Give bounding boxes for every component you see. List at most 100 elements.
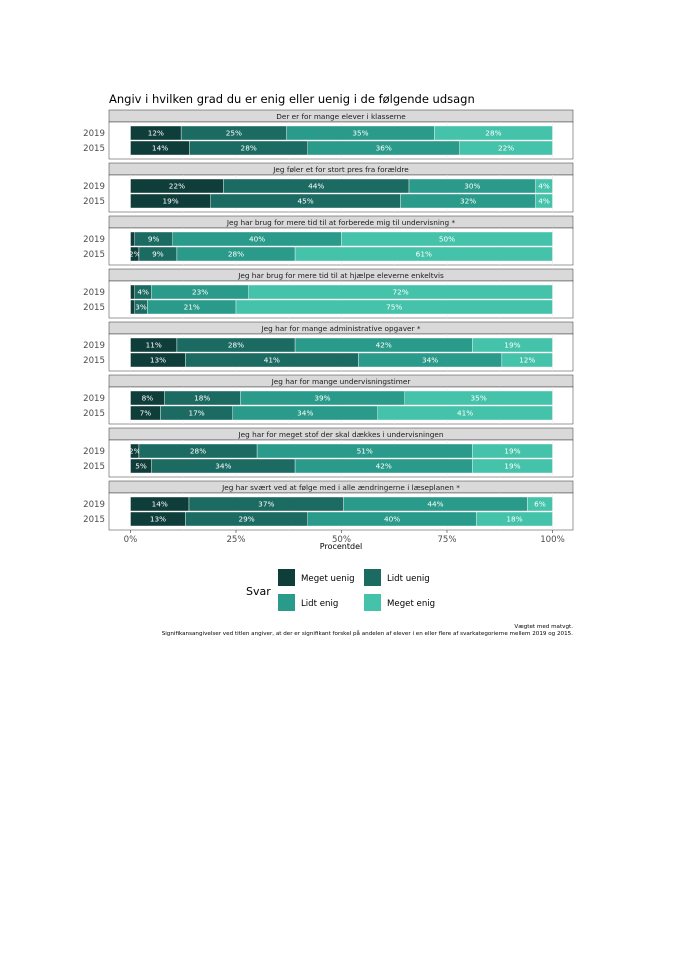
bar-segment bbox=[501, 352, 553, 368]
bar-label: 51% bbox=[357, 447, 373, 456]
bar-segment bbox=[235, 299, 553, 315]
panel: Jeg har for mange undervisningstimer 2019… bbox=[83, 374, 574, 425]
bar-label: 12% bbox=[519, 356, 535, 365]
panel: Jeg har for mange administrative opgaver… bbox=[83, 321, 574, 372]
chart-panels: Der er for mange elever i klasserne 2019 1… bbox=[83, 109, 574, 531]
panel: Jeg har brug for mere tid til at forbere… bbox=[83, 215, 574, 266]
panel-title: Der er for mange elever i klasserne bbox=[276, 112, 406, 121]
bar-label: 42% bbox=[376, 462, 392, 471]
bar-label: 14% bbox=[152, 144, 168, 153]
bar-segment bbox=[472, 458, 553, 474]
year-label: 2019 bbox=[83, 447, 105, 457]
bar-segment bbox=[535, 178, 553, 194]
x-tick-label: 50% bbox=[332, 535, 351, 545]
bar-label: 30% bbox=[464, 182, 480, 191]
panel-title: Jeg har for meget stof der skal dækkes i… bbox=[238, 430, 444, 439]
note-significance: Signifikansangivelser ved titlen angiver… bbox=[162, 630, 574, 637]
legend-swatch bbox=[278, 569, 295, 586]
panel: Jeg har brug for mere tid til at hjælpe … bbox=[83, 268, 574, 319]
bar-segment bbox=[130, 231, 135, 247]
bar-segment bbox=[527, 496, 553, 512]
bar-label: 23% bbox=[192, 288, 208, 297]
panel: Jeg har svært ved at følge med i alle æn… bbox=[83, 480, 574, 531]
bar-label: 72% bbox=[392, 288, 408, 297]
bar-label: 29% bbox=[238, 515, 254, 524]
panel-title: Jeg har for mange administrative opgaver… bbox=[260, 324, 420, 333]
legend-label: Meget uenig bbox=[301, 574, 355, 584]
bar-label: 4% bbox=[538, 197, 550, 206]
bar-label: 19% bbox=[504, 341, 520, 350]
year-label: 2015 bbox=[83, 144, 105, 154]
bar-segment bbox=[472, 337, 553, 353]
bar-label: 8% bbox=[142, 394, 154, 403]
bar-label: 37% bbox=[258, 500, 274, 509]
bar-label: 39% bbox=[314, 394, 330, 403]
year-label: 2015 bbox=[83, 515, 105, 525]
panel-title: Jeg har svært ved at følge med i alle æn… bbox=[221, 483, 460, 492]
x-tick-label: 100% bbox=[540, 535, 565, 545]
x-axis-title: Procentdel bbox=[320, 542, 362, 551]
panel-title: Jeg har brug for mere tid til at hjælpe … bbox=[237, 271, 444, 280]
x-tick-label: 75% bbox=[437, 535, 456, 545]
panel-title: Jeg føler et for stort pres fra forældre bbox=[272, 165, 409, 174]
bar-label: 21% bbox=[184, 303, 200, 312]
bar-label: 34% bbox=[215, 462, 231, 471]
bar-label: 25% bbox=[226, 129, 242, 138]
bar-segment bbox=[341, 231, 553, 247]
bar-label: 17% bbox=[188, 409, 204, 418]
year-label: 2015 bbox=[83, 356, 105, 366]
bar-label: 2% bbox=[129, 250, 141, 259]
bar-label: 41% bbox=[457, 409, 473, 418]
bar-label: 9% bbox=[148, 235, 160, 244]
bar-label: 28% bbox=[241, 144, 257, 153]
bar-label: 22% bbox=[498, 144, 514, 153]
legend-label: Lidt enig bbox=[301, 599, 338, 609]
bar-label: 11% bbox=[146, 341, 162, 350]
year-label: 2015 bbox=[83, 197, 105, 207]
bar-label: 28% bbox=[228, 250, 244, 259]
year-label: 2019 bbox=[83, 500, 105, 510]
bar-label: 34% bbox=[422, 356, 438, 365]
bar-segment bbox=[248, 284, 553, 300]
year-label: 2015 bbox=[83, 409, 105, 419]
legend-swatch bbox=[364, 569, 381, 586]
bar-segment bbox=[377, 405, 553, 421]
year-label: 2015 bbox=[83, 462, 105, 472]
bar-label: 36% bbox=[376, 144, 392, 153]
year-label: 2015 bbox=[83, 303, 105, 313]
bar-label: 7% bbox=[140, 409, 152, 418]
panel-title: Jeg har for mange undervisningstimer bbox=[271, 377, 411, 386]
x-tick-label: 0% bbox=[124, 535, 138, 545]
bar-label: 4% bbox=[137, 288, 149, 297]
bar-label: 12% bbox=[148, 129, 164, 138]
bar-segment bbox=[404, 390, 553, 406]
bar-label: 13% bbox=[150, 515, 166, 524]
legend-title: Svar bbox=[246, 585, 271, 598]
panel: Jeg har for meget stof der skal dækkes i… bbox=[83, 427, 574, 478]
bar-label: 50% bbox=[439, 235, 455, 244]
bar-label: 28% bbox=[190, 447, 206, 456]
bar-segment bbox=[459, 140, 553, 156]
year-label: 2019 bbox=[83, 129, 105, 139]
legend-swatch bbox=[364, 594, 381, 611]
year-label: 2019 bbox=[83, 235, 105, 245]
bar-label: 19% bbox=[504, 447, 520, 456]
bar-label: 19% bbox=[504, 462, 520, 471]
bar-label: 34% bbox=[297, 409, 313, 418]
x-axis: 0% 25% 50% 75% 100% bbox=[124, 530, 565, 545]
bar-label: 28% bbox=[228, 341, 244, 350]
panel: Jeg føler et for stort pres fra forældre… bbox=[83, 162, 574, 213]
year-label: 2019 bbox=[83, 182, 105, 192]
bar-label: 14% bbox=[152, 500, 168, 509]
bar-label: 2% bbox=[129, 447, 141, 456]
bar-label: 18% bbox=[194, 394, 210, 403]
year-label: 2019 bbox=[83, 288, 105, 298]
bar-label: 61% bbox=[416, 250, 432, 259]
year-label: 2019 bbox=[83, 341, 105, 351]
bar-label: 5% bbox=[135, 462, 147, 471]
chart-title: Angiv i hvilken grad du er enig eller ue… bbox=[109, 92, 475, 106]
legend-swatch bbox=[278, 594, 295, 611]
bar-label: 40% bbox=[249, 235, 265, 244]
bar-label: 13% bbox=[150, 356, 166, 365]
